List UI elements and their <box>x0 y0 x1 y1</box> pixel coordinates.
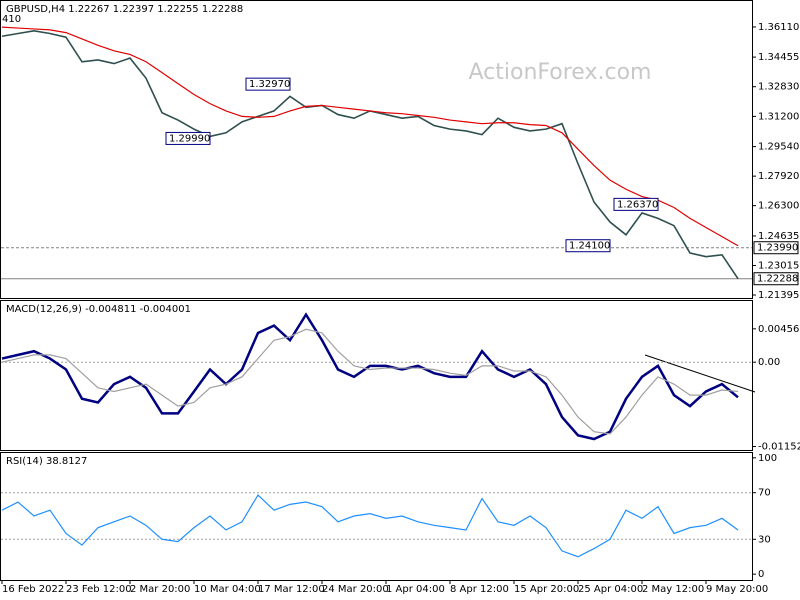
level-box <box>165 131 211 145</box>
series-line <box>1 312 739 441</box>
y-tick-label: 70 <box>758 488 771 499</box>
panel-title: MACD(12,26,9) -0.004811 -0.004001 <box>6 304 191 315</box>
x-tick-label: 2 Mar 20:00 <box>130 584 190 595</box>
series-line <box>1 26 739 247</box>
x-tick-label: 24 Mar 20:00 <box>322 584 389 595</box>
price-box-label: 1.23990 <box>757 243 798 254</box>
panel-title: RSI(14) 38.8127 <box>6 456 87 467</box>
y-tick-label: 1.24635 <box>758 231 799 242</box>
corner-label: 410 <box>2 14 21 25</box>
level-box-label: 1.29990 <box>169 133 210 144</box>
x-tick-label: 23 Feb 12:00 <box>66 584 132 595</box>
y-tick-label: 1.21395 <box>758 290 799 301</box>
y-tick-label: 1.23015 <box>758 260 799 271</box>
x-tick-label: 1 Apr 04:00 <box>386 584 445 595</box>
y-tick-label: 0 <box>758 569 764 580</box>
level-box <box>565 239 611 253</box>
panel-frame <box>0 300 753 451</box>
x-tick-label: 10 Mar 04:00 <box>194 584 261 595</box>
y-tick-label: 1.29540 <box>758 142 799 153</box>
y-tick-label: 1.36110 <box>758 22 799 33</box>
series-line <box>1 328 739 435</box>
x-tick-label: 25 Apr 04:00 <box>578 584 643 595</box>
y-tick-label: 1.32830 <box>758 82 799 93</box>
level-box <box>245 77 291 91</box>
y-tick-label: -0.011529 <box>758 442 800 453</box>
price-box-label: 1.22288 <box>757 274 798 285</box>
y-tick-label: 100 <box>758 453 777 464</box>
series-line <box>1 494 739 558</box>
y-tick-label: 30 <box>758 534 771 545</box>
x-tick-label: 15 Apr 20:00 <box>514 584 579 595</box>
x-tick-label: 17 Mar 12:00 <box>258 584 325 595</box>
y-tick-label: 1.34455 <box>758 52 799 63</box>
panel-title: GBPUSD,H4 1.22267 1.22397 1.22255 1.2228… <box>6 4 243 15</box>
x-tick-label: 2 May 12:00 <box>642 584 704 595</box>
level-box <box>613 197 659 211</box>
level-box-label: 1.26370 <box>617 199 658 210</box>
price-box <box>753 241 799 255</box>
x-tick-label: 9 May 20:00 <box>706 584 768 595</box>
y-tick-label: 0.00456 <box>758 324 799 335</box>
panel-frame <box>0 0 753 299</box>
y-tick-label: 1.31200 <box>758 111 799 122</box>
level-box-label: 1.32970 <box>249 79 290 90</box>
x-tick-label: 8 Apr 12:00 <box>450 584 509 595</box>
trend-line <box>644 354 756 393</box>
panel-frame <box>0 452 753 581</box>
x-tick-label: 16 Feb 2022 <box>2 584 64 595</box>
price-box <box>753 272 799 286</box>
y-tick-label: 1.27920 <box>758 171 799 182</box>
y-tick-label: 1.26300 <box>758 201 799 212</box>
level-box-label: 1.24100 <box>569 241 610 252</box>
y-tick-label: 0.00 <box>758 357 780 368</box>
watermark: ActionForex.com <box>469 60 652 85</box>
